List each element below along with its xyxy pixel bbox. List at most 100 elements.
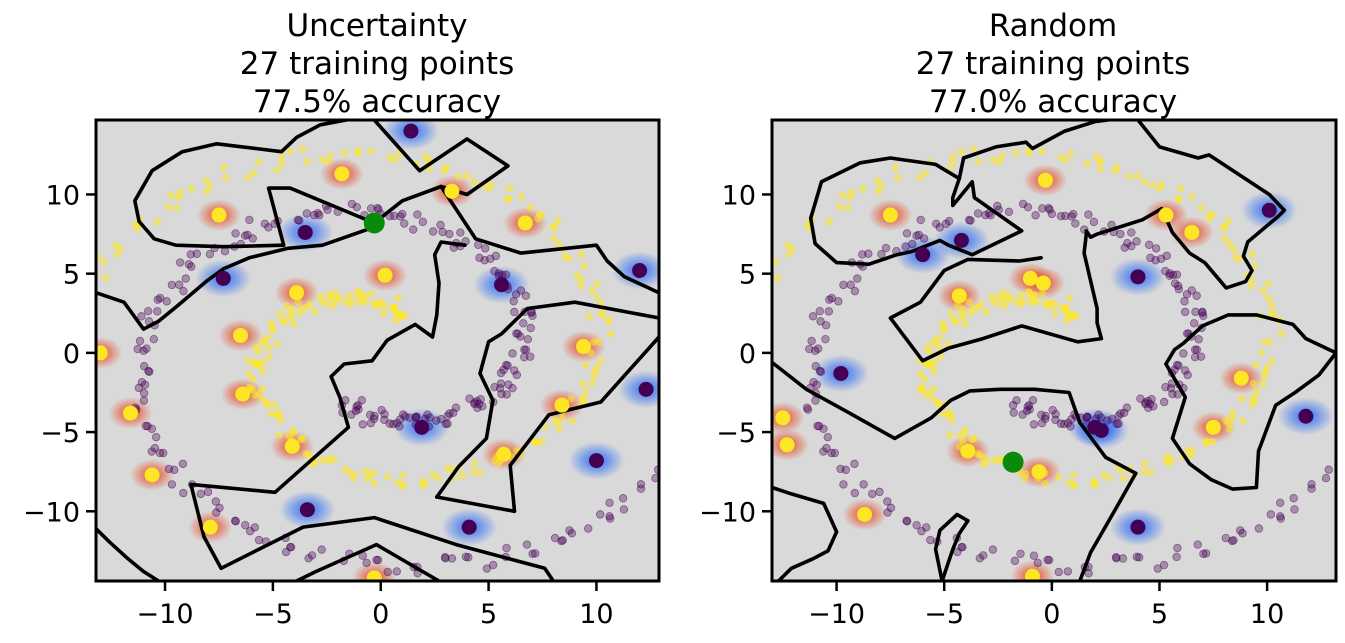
unlabeled-point-positive: [302, 449, 310, 458]
unlabeled-point-positive: [275, 310, 284, 318]
unlabeled-point-negative: [636, 484, 646, 493]
unlabeled-point-negative: [175, 258, 185, 267]
unlabeled-point-positive: [244, 357, 253, 365]
unlabeled-point-positive: [959, 313, 968, 322]
unlabeled-point-negative: [827, 448, 836, 458]
unlabeled-point-positive: [458, 472, 466, 480]
unlabeled-point-negative: [436, 220, 445, 230]
unlabeled-point-positive: [977, 300, 985, 308]
unlabeled-point-negative: [605, 514, 615, 523]
unlabeled-point-negative: [883, 508, 892, 517]
labeled-point-negative: [1093, 423, 1109, 439]
y-tick-label: 5: [63, 260, 80, 291]
unlabeled-point-positive: [296, 435, 305, 444]
unlabeled-point-negative: [850, 286, 860, 296]
unlabeled-point-negative: [1132, 237, 1141, 246]
unlabeled-point-positive: [167, 191, 176, 200]
labeled-point-negative: [215, 270, 231, 286]
unlabeled-point-positive: [1264, 294, 1272, 302]
unlabeled-point-negative: [174, 280, 184, 289]
uncertainty-panel: Uncertainty 27 training points 77.5% acc…: [23, 8, 714, 630]
unlabeled-point-positive: [893, 173, 902, 182]
unlabeled-point-negative: [147, 447, 156, 456]
unlabeled-point-positive: [758, 290, 766, 298]
unlabeled-point-negative: [1031, 211, 1040, 220]
unlabeled-point-negative: [1127, 228, 1136, 237]
labeled-point-positive: [779, 437, 795, 453]
unlabeled-point-positive: [113, 250, 122, 259]
unlabeled-point-positive: [222, 173, 230, 182]
unlabeled-point-negative: [819, 447, 828, 456]
unlabeled-point-positive: [943, 411, 952, 419]
unlabeled-point-positive: [1061, 304, 1070, 313]
unlabeled-point-negative: [706, 390, 714, 398]
unlabeled-point-negative: [373, 203, 382, 213]
unlabeled-point-negative: [411, 412, 421, 422]
unlabeled-point-positive: [1054, 472, 1063, 481]
unlabeled-point-positive: [268, 326, 276, 335]
unlabeled-point-positive: [354, 149, 362, 158]
y-tick-label: −10: [23, 497, 80, 528]
unlabeled-point-negative: [1173, 281, 1183, 291]
unlabeled-point-negative: [912, 520, 921, 530]
unlabeled-point-negative: [1059, 419, 1069, 429]
unlabeled-point-negative: [366, 204, 376, 213]
unlabeled-point-positive: [930, 367, 938, 376]
unlabeled-point-negative: [481, 244, 490, 253]
unlabeled-point-positive: [75, 294, 83, 302]
unlabeled-point-positive: [202, 176, 211, 185]
unlabeled-point-negative: [220, 247, 230, 256]
unlabeled-point-positive: [922, 360, 930, 368]
unlabeled-point-positive: [72, 309, 80, 317]
unlabeled-point-positive: [325, 292, 333, 301]
unlabeled-point-negative: [1016, 549, 1025, 558]
unlabeled-point-negative: [170, 465, 179, 475]
unlabeled-point-positive: [1091, 478, 1099, 487]
unlabeled-point-positive: [429, 471, 437, 479]
unlabeled-point-negative: [315, 211, 324, 220]
unlabeled-point-negative: [1094, 410, 1103, 419]
unlabeled-point-negative: [1084, 210, 1093, 219]
unlabeled-point-negative: [850, 488, 860, 498]
decision-boundary: [137, 219, 286, 249]
unlabeled-point-positive: [590, 338, 598, 346]
unlabeled-point-positive: [1259, 286, 1267, 295]
labeled-point-negative: [638, 381, 654, 397]
unlabeled-point-positive: [1019, 297, 1028, 305]
labeled-point-positive: [857, 506, 873, 522]
unlabeled-point-positive: [746, 309, 754, 317]
panel-title-line-2: 27 training points: [240, 46, 514, 82]
unlabeled-point-positive: [1248, 250, 1257, 259]
labeled-point-positive: [211, 207, 227, 223]
unlabeled-point-positive: [968, 435, 976, 444]
unlabeled-point-negative: [1008, 401, 1018, 410]
unlabeled-point-positive: [102, 274, 110, 282]
unlabeled-point-positive: [1141, 459, 1150, 468]
unlabeled-point-positive: [946, 431, 954, 439]
unlabeled-point-negative: [1161, 266, 1170, 276]
unlabeled-point-negative: [323, 205, 332, 215]
unlabeled-point-positive: [938, 319, 947, 328]
plot-frame: [770, 118, 1338, 583]
unlabeled-point-positive: [939, 326, 948, 335]
unlabeled-point-negative: [1321, 474, 1331, 483]
unlabeled-point-positive: [1175, 195, 1183, 204]
labeled-point-negative: [414, 419, 430, 435]
unlabeled-point-positive: [949, 316, 958, 325]
unlabeled-point-positive: [420, 478, 428, 487]
unlabeled-point-negative: [827, 293, 837, 303]
unlabeled-point-positive: [1125, 172, 1134, 181]
unlabeled-point-negative: [354, 405, 363, 414]
unlabeled-point-negative: [700, 391, 708, 399]
unlabeled-point-positive: [774, 274, 782, 282]
unlabeled-point-negative: [815, 307, 824, 316]
unlabeled-point-positive: [592, 363, 601, 372]
unlabeled-point-negative: [698, 412, 706, 420]
unlabeled-point-positive: [504, 195, 512, 204]
unlabeled-point-positive: [959, 436, 967, 445]
labeled-point-positive: [235, 386, 251, 402]
unlabeled-point-positive: [961, 320, 970, 329]
decision-boundary: [1078, 471, 1138, 581]
unlabeled-point-positive: [265, 352, 273, 361]
unlabeled-point-negative: [1056, 419, 1066, 428]
